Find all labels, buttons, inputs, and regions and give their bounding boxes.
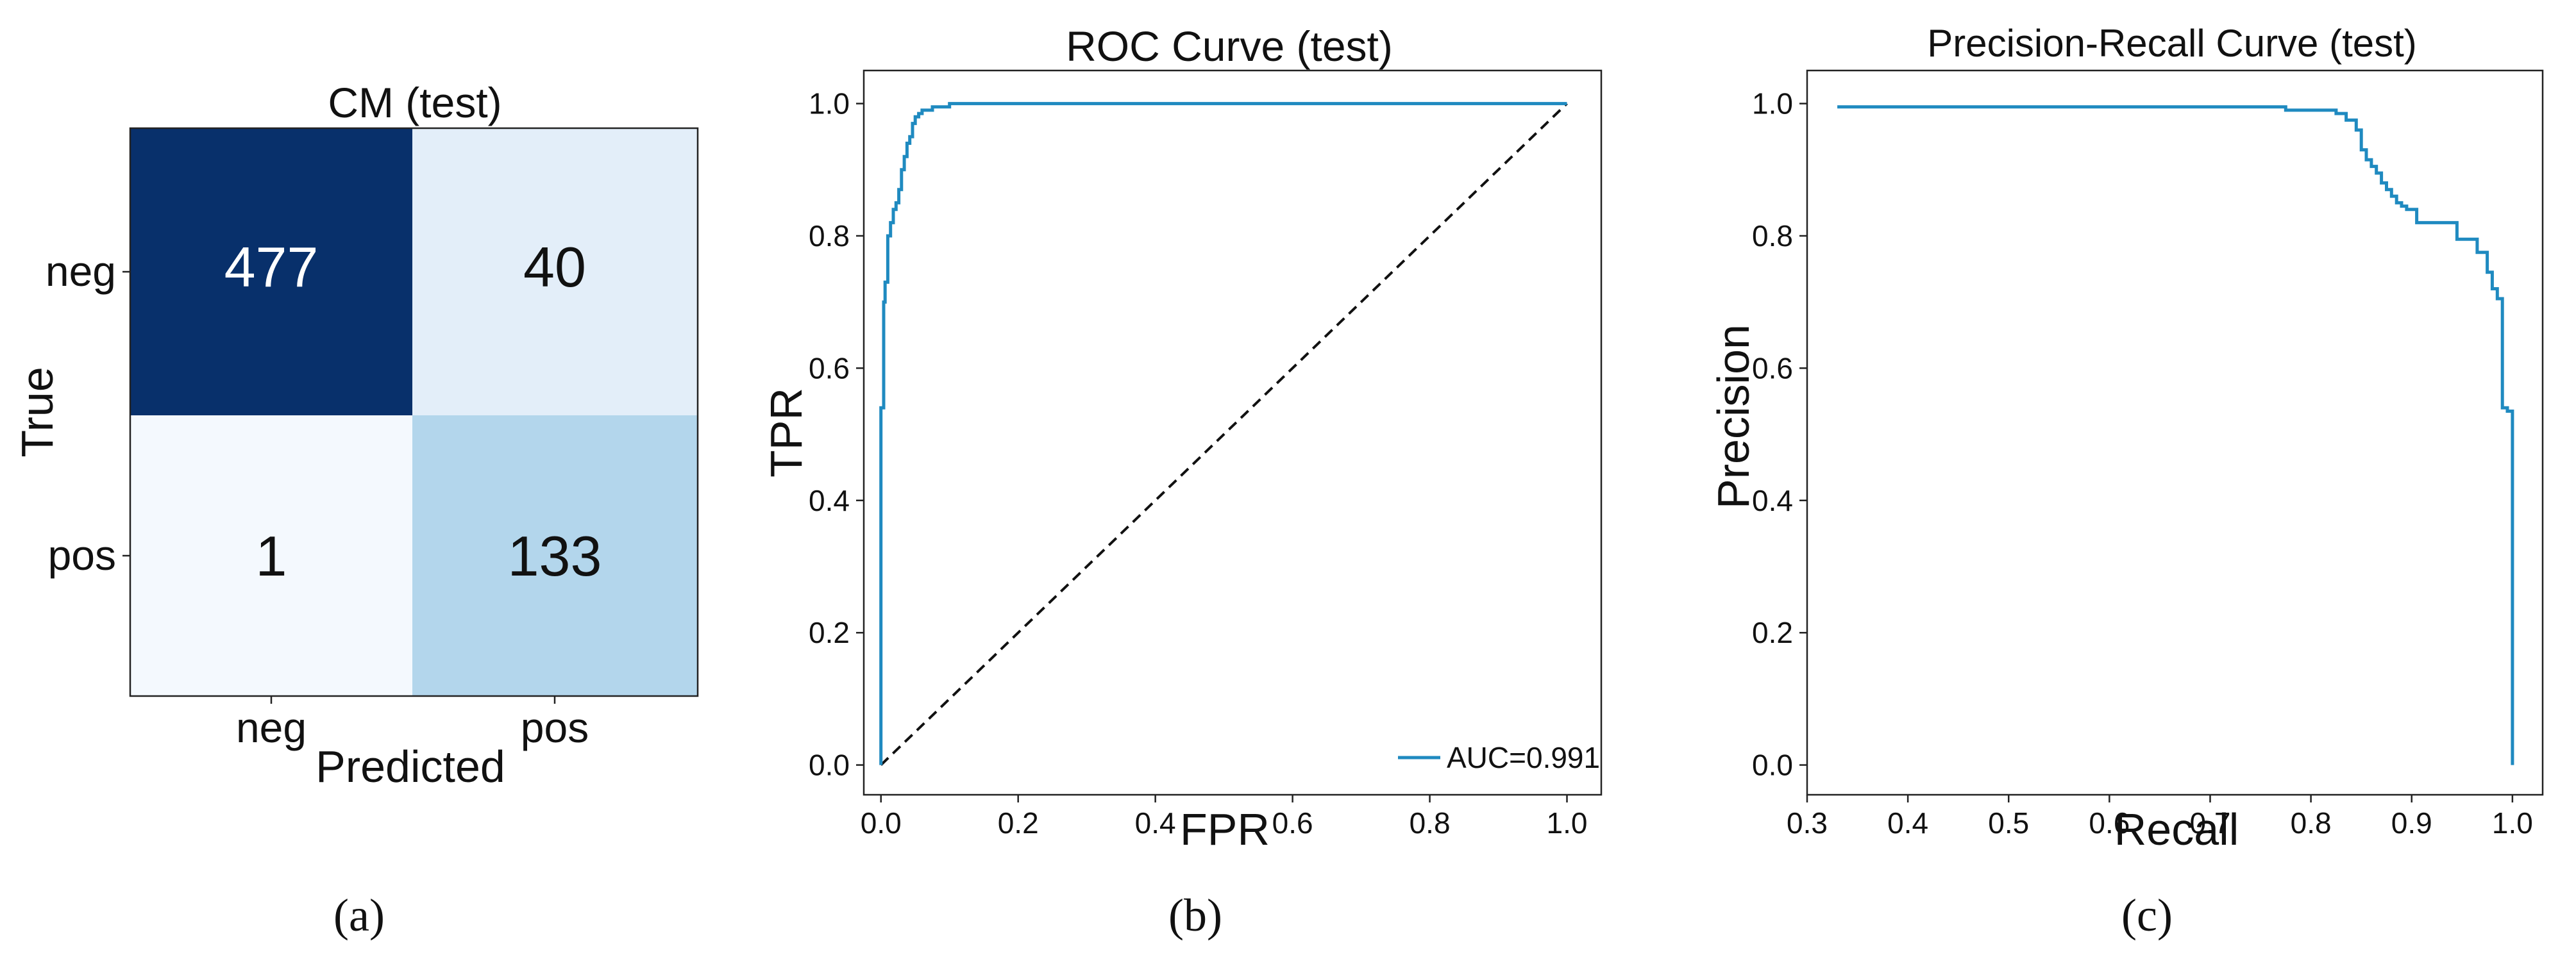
xtick-label: 0.8 xyxy=(1410,806,1451,840)
ytick-label: 0.8 xyxy=(809,219,850,253)
cm-ylabel: True xyxy=(12,367,62,457)
roc-x-axis: 0.0 0.2 0.4 0.6 0.8 1.0 xyxy=(861,795,1588,840)
confusion-matrix-panel: CM (test) 477 40 1 133 neg pos True neg … xyxy=(12,79,699,941)
ytick-label: 1.0 xyxy=(809,87,850,120)
pr-title: Precision-Recall Curve (test) xyxy=(1927,22,2417,65)
caption-b: (b) xyxy=(1168,890,1222,941)
cm-xlabel: Predicted xyxy=(316,742,505,792)
ytick-label: 1.0 xyxy=(1752,87,1793,120)
cm-cell-true-pos-pred-pos xyxy=(412,415,698,696)
ytick-label: 0.0 xyxy=(1752,749,1793,782)
xtick-label: 0.8 xyxy=(2291,806,2332,840)
cm-ytick-label: neg xyxy=(46,247,116,295)
ytick-label: 0.0 xyxy=(809,749,850,782)
cm-xtick-label: neg xyxy=(236,704,307,751)
xtick-label: 0.0 xyxy=(861,806,902,840)
ytick-label: 0.2 xyxy=(1752,616,1793,649)
cm-cell-true-pos-pred-neg xyxy=(130,415,412,696)
cm-frame xyxy=(129,127,699,697)
pr-x-axis: 0.3 0.4 0.5 0.6 0.7 0.8 0.9 1.0 xyxy=(1787,795,2533,840)
cm-ytick-label: pos xyxy=(48,531,116,579)
roc-series xyxy=(879,102,1568,767)
cm-xtick-label: pos xyxy=(521,704,589,751)
pr-xlabel: Recall xyxy=(2114,804,2239,854)
roc-title: ROC Curve (test) xyxy=(1066,22,1393,70)
pr-curve-line xyxy=(1837,105,2514,765)
xtick-label: 0.6 xyxy=(2089,806,2130,840)
pr-plot-frame xyxy=(1806,69,2544,796)
pr-ylabel: Precision xyxy=(1708,324,1758,509)
ytick-label: 0.6 xyxy=(1752,351,1793,385)
roc-xlabel: FPR xyxy=(1180,804,1270,854)
roc-chance-diagonal-line xyxy=(880,103,1568,767)
ytick-label: 0.8 xyxy=(1752,219,1793,253)
pr-y-axis: 0.0 0.2 0.4 0.6 0.8 1.0 xyxy=(1752,87,1807,782)
xtick-label: 0.4 xyxy=(1135,806,1176,840)
xtick-label: 0.9 xyxy=(2391,806,2432,840)
cm-value-true-pos-pred-neg: 1 xyxy=(256,524,287,588)
caption-a: (a) xyxy=(333,890,385,941)
xtick-label: 1.0 xyxy=(2492,806,2533,840)
xtick-label: 0.2 xyxy=(998,806,1039,840)
roc-curve-line xyxy=(879,102,1567,765)
cm-value-true-pos-pred-pos: 133 xyxy=(508,524,602,588)
xtick-label: 0.6 xyxy=(1272,806,1313,840)
ytick-label: 0.4 xyxy=(809,484,850,517)
caption-c: (c) xyxy=(2121,890,2173,941)
roc-legend-label: AUC=0.991 xyxy=(1447,741,1600,774)
xtick-label: 0.5 xyxy=(1988,806,2029,840)
roc-plot-frame xyxy=(863,69,1603,796)
pr-series xyxy=(1837,105,2514,765)
roc-y-axis: 0.0 0.2 0.4 0.6 0.8 1.0 xyxy=(809,87,864,782)
cm-cell-true-neg-pred-pos xyxy=(412,128,698,415)
xtick-label: 1.0 xyxy=(1547,806,1588,840)
ytick-label: 0.2 xyxy=(809,616,850,649)
ytick-label: 0.6 xyxy=(809,351,850,385)
xtick-label: 0.4 xyxy=(1887,806,1928,840)
cm-value-true-neg-pred-pos: 40 xyxy=(523,235,586,299)
roc-curve-panel: ROC Curve (test) 0.0 0.2 0.4 0.6 0.8 1.0 0.00… xyxy=(761,22,1603,941)
roc-legend: AUC=0.991 xyxy=(1398,741,1600,774)
pr-curve-panel: Precision-Recall Curve (test) 0.3 0.4 0.5 0… xyxy=(1708,22,2544,941)
xtick-label: 0.7 xyxy=(2190,806,2231,840)
cm-title: CM (test) xyxy=(328,79,501,126)
roc-ylabel: TPR xyxy=(761,388,811,478)
xtick-label: 0.3 xyxy=(1787,806,1828,840)
ytick-label: 0.4 xyxy=(1752,484,1793,517)
cm-value-true-neg-pred-neg: 477 xyxy=(224,235,319,299)
cm-cell-true-neg-pred-neg xyxy=(130,128,412,415)
